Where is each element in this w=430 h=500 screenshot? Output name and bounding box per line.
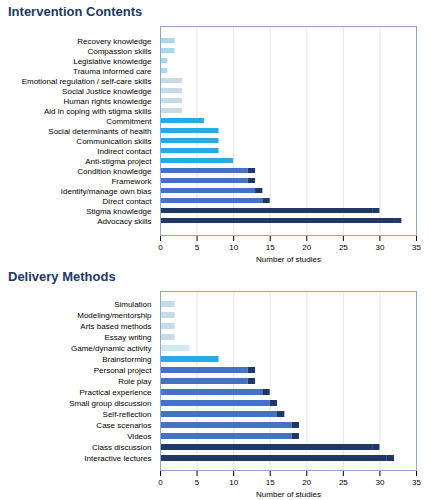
- svg-text:Personal project: Personal project: [94, 366, 153, 375]
- svg-text:Interactive lectures: Interactive lectures: [84, 454, 151, 463]
- svg-text:Legislative knowledge: Legislative knowledge: [73, 57, 152, 66]
- svg-text:Modeling/mentorship: Modeling/mentorship: [77, 311, 152, 320]
- svg-text:Number of studies: Number of studies: [256, 255, 321, 264]
- svg-text:Practical experience: Practical experience: [79, 388, 152, 397]
- svg-text:Social Justice knowledge: Social Justice knowledge: [62, 87, 152, 96]
- svg-text:20: 20: [302, 478, 311, 487]
- svg-text:15: 15: [266, 243, 275, 252]
- svg-text:Social determinants of health: Social determinants of health: [48, 127, 151, 136]
- svg-text:30: 30: [375, 478, 384, 487]
- svg-text:Videos: Videos: [127, 432, 151, 441]
- svg-text:10: 10: [229, 243, 238, 252]
- svg-text:Compassion skills: Compassion skills: [87, 47, 151, 56]
- svg-text:Commitment: Commitment: [106, 117, 152, 126]
- svg-text:25: 25: [339, 243, 348, 252]
- svg-text:Simulation: Simulation: [114, 300, 151, 309]
- svg-text:Anti-stigma project: Anti-stigma project: [85, 157, 152, 166]
- svg-text:Case scenarios: Case scenarios: [96, 421, 151, 430]
- html-text:Delivery Methods: Delivery Methods: [8, 269, 116, 284]
- svg-text:Aid in coping with stigma skil: Aid in coping with stigma skills: [44, 107, 152, 116]
- svg-text:15: 15: [266, 478, 275, 487]
- svg-text:Direct contact: Direct contact: [103, 197, 153, 206]
- svg-text:5: 5: [195, 478, 200, 487]
- svg-text:5: 5: [195, 243, 200, 252]
- svg-text:30: 30: [375, 243, 384, 252]
- svg-text:Self-reflection: Self-reflection: [103, 410, 152, 419]
- svg-text:0: 0: [158, 478, 163, 487]
- svg-text:35: 35: [412, 243, 421, 252]
- svg-text:20: 20: [302, 243, 311, 252]
- svg-text:Advocacy skills: Advocacy skills: [97, 217, 151, 226]
- svg-text:35: 35: [412, 478, 421, 487]
- svg-text:Class discussion: Class discussion: [92, 443, 152, 452]
- svg-text:Human rights knowledge: Human rights knowledge: [63, 97, 152, 106]
- svg-text:Essay writing: Essay writing: [104, 333, 151, 342]
- svg-text:Arts based methods: Arts based methods: [80, 322, 151, 331]
- svg-text:0: 0: [158, 243, 163, 252]
- svg-text:Role play: Role play: [118, 377, 151, 386]
- svg-text:Trauma informed care: Trauma informed care: [73, 67, 152, 76]
- svg-text:Stigma knowledge: Stigma knowledge: [86, 207, 152, 216]
- svg-text:Indirect contact: Indirect contact: [97, 147, 152, 156]
- svg-text:Small group discussion: Small group discussion: [69, 399, 151, 408]
- svg-text:Identify/manage own bias: Identify/manage own bias: [61, 187, 152, 196]
- svg-text:Condition knowledge: Condition knowledge: [77, 167, 152, 176]
- svg-text:Number of studies: Number of studies: [256, 490, 321, 499]
- svg-text:10: 10: [229, 478, 238, 487]
- svg-text:Emotional regulation / self-ca: Emotional regulation / self-care skills: [22, 77, 152, 86]
- html-text:Intervention Contents: Intervention Contents: [8, 4, 143, 19]
- svg-text:25: 25: [339, 478, 348, 487]
- svg-text:Communication skills: Communication skills: [76, 137, 151, 146]
- svg-text:Game/dynamic activity: Game/dynamic activity: [71, 344, 151, 353]
- svg-text:Recovery knowledge: Recovery knowledge: [77, 37, 152, 46]
- svg-text:Framework: Framework: [111, 177, 152, 186]
- svg-text:Brainstorming: Brainstorming: [102, 355, 151, 364]
